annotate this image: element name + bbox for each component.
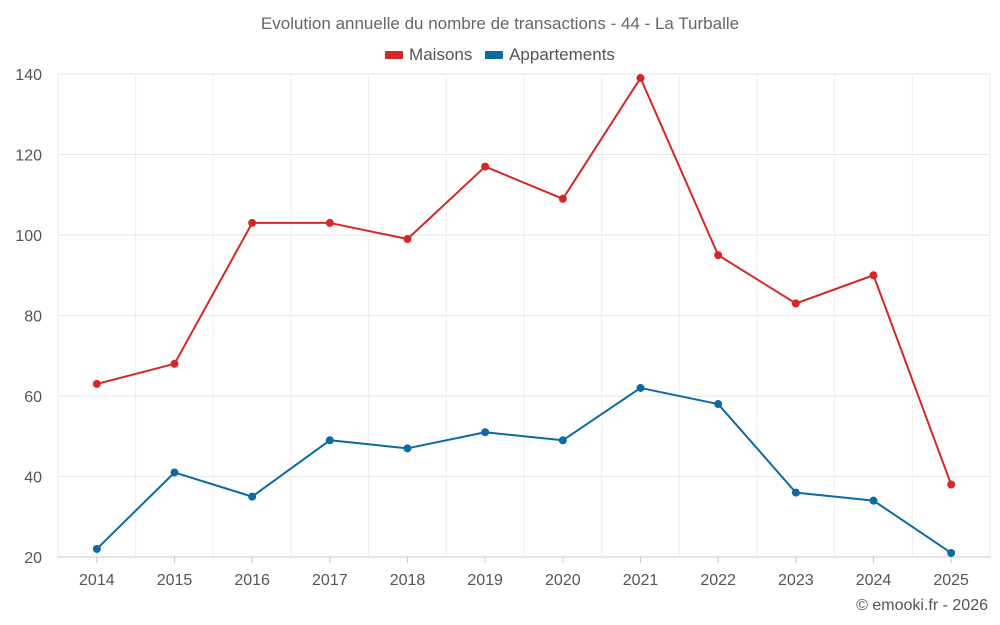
x-tick-label: 2022 [700, 572, 736, 589]
data-point-appartements[interactable] [791, 488, 800, 497]
data-point-appartements[interactable] [636, 383, 645, 392]
credit: © emooki.fr - 2026 [856, 597, 988, 614]
series-layer [92, 74, 956, 557]
data-point-maisons[interactable] [636, 74, 645, 83]
y-tick-label: 80 [24, 309, 42, 326]
x-tick-label: 2020 [545, 572, 581, 589]
x-tick-label: 2017 [312, 572, 348, 589]
data-point-appartements[interactable] [92, 544, 101, 553]
x-tick-label: 2015 [157, 572, 193, 589]
legend-label-maisons: Maisons [409, 45, 473, 64]
data-point-appartements[interactable] [869, 496, 878, 505]
x-tick-label: 2014 [79, 572, 115, 589]
data-point-appartements[interactable] [481, 428, 490, 437]
x-tick-label: 2016 [234, 572, 270, 589]
series-line-maisons [96, 77, 953, 485]
legend-swatch-appartements [485, 51, 504, 59]
data-point-maisons[interactable] [92, 379, 101, 388]
x-tick-label: 2019 [467, 572, 503, 589]
legend: Maisons Appartements [0, 44, 1000, 65]
x-tick-label: 2025 [933, 572, 969, 589]
data-point-maisons[interactable] [403, 235, 412, 244]
data-point-maisons[interactable] [248, 218, 257, 227]
data-point-appartements[interactable] [714, 400, 723, 409]
grid [57, 73, 991, 558]
y-tick-label: 100 [15, 228, 42, 245]
legend-item-maisons[interactable]: Maisons [385, 45, 472, 65]
data-point-maisons[interactable] [558, 194, 567, 203]
data-point-appartements[interactable] [403, 444, 412, 453]
x-tick-label: 2023 [778, 572, 814, 589]
data-point-maisons[interactable] [947, 480, 956, 489]
data-point-maisons[interactable] [714, 251, 723, 260]
data-point-maisons[interactable] [481, 162, 490, 171]
y-tick-label: 40 [24, 470, 42, 487]
data-point-appartements[interactable] [947, 548, 956, 557]
data-point-appartements[interactable] [248, 492, 257, 501]
series-line-appartements [96, 386, 952, 554]
data-point-appartements[interactable] [325, 436, 334, 445]
data-point-appartements[interactable] [170, 468, 179, 477]
y-tick-label: 120 [15, 148, 42, 165]
data-point-maisons[interactable] [869, 271, 878, 280]
x-tick-label: 2021 [623, 572, 659, 589]
legend-label-appartements: Appartements [509, 45, 615, 64]
x-tick-label: 2024 [856, 572, 892, 589]
chart-title: Evolution annuelle du nombre de transact… [260, 14, 740, 33]
y-tick-label: 60 [24, 389, 42, 406]
data-point-maisons[interactable] [325, 218, 334, 227]
axes: 20 40 60 80 100 120 140 2014 2015 2016 2017 2018 201… [15, 67, 990, 589]
x-tick-label: 2018 [390, 572, 426, 589]
legend-item-appartements[interactable]: Appartements [485, 45, 615, 65]
data-point-appartements[interactable] [558, 436, 567, 445]
data-point-maisons[interactable] [170, 359, 179, 368]
data-point-maisons[interactable] [791, 299, 800, 308]
y-tick-label: 140 [15, 67, 42, 84]
legend-swatch-maisons [385, 51, 404, 59]
y-tick-label: 20 [24, 550, 42, 567]
